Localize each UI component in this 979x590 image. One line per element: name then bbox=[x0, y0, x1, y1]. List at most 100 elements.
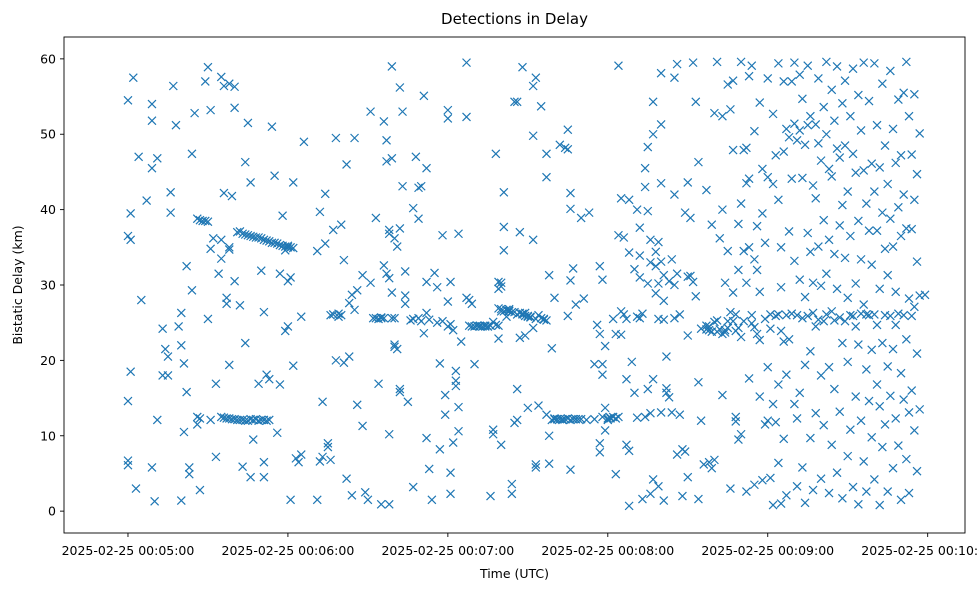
detection-marker bbox=[219, 188, 229, 198]
detection-marker bbox=[352, 400, 362, 410]
detection-marker bbox=[336, 310, 346, 320]
detection-marker bbox=[672, 59, 682, 69]
detection-marker bbox=[342, 474, 351, 484]
detection-marker bbox=[877, 442, 887, 452]
detection-marker bbox=[757, 475, 767, 485]
detection-marker bbox=[867, 432, 877, 442]
detection-marker bbox=[875, 500, 885, 510]
detection-marker bbox=[288, 361, 298, 371]
detection-marker bbox=[384, 499, 394, 509]
detection-marker bbox=[717, 390, 727, 400]
detection-marker bbox=[784, 334, 794, 344]
detection-marker bbox=[885, 391, 895, 401]
detection-marker bbox=[352, 285, 362, 295]
detection-marker bbox=[813, 138, 823, 148]
detection-marker bbox=[667, 254, 677, 264]
detection-marker bbox=[787, 309, 797, 319]
detection-marker bbox=[789, 58, 799, 68]
detection-marker bbox=[331, 355, 341, 365]
detection-marker bbox=[651, 247, 661, 257]
detection-marker bbox=[837, 493, 847, 503]
detection-marker bbox=[843, 451, 853, 461]
detection-marker bbox=[448, 325, 458, 335]
detection-marker bbox=[859, 456, 869, 466]
x-tick-label: 2025-02-25 00:06:00 bbox=[222, 543, 355, 558]
detection-marker bbox=[741, 178, 751, 188]
detection-marker bbox=[840, 76, 850, 86]
detection-marker bbox=[128, 73, 138, 83]
detection-marker bbox=[808, 181, 818, 190]
detection-marker bbox=[797, 313, 807, 323]
detection-marker bbox=[848, 482, 858, 492]
detection-marker bbox=[888, 242, 898, 251]
detection-marker bbox=[254, 233, 264, 242]
detection-marker bbox=[792, 135, 802, 145]
detection-marker bbox=[827, 85, 837, 95]
detection-marker bbox=[616, 330, 626, 340]
detection-marker bbox=[779, 77, 789, 86]
detection-marker bbox=[723, 80, 733, 89]
detection-marker bbox=[411, 152, 421, 162]
detection-marker bbox=[896, 150, 906, 160]
detection-marker bbox=[883, 487, 893, 496]
detection-marker bbox=[470, 359, 479, 369]
detection-marker bbox=[342, 159, 351, 169]
detection-marker bbox=[707, 463, 717, 473]
detection-marker bbox=[507, 489, 517, 499]
detection-marker bbox=[446, 489, 455, 499]
detection-marker bbox=[315, 207, 325, 217]
detection-marker bbox=[344, 352, 354, 362]
detection-marker bbox=[856, 416, 866, 426]
detection-marker bbox=[787, 77, 797, 86]
detection-marker bbox=[704, 457, 714, 467]
detection-marker bbox=[614, 61, 623, 71]
detection-marker bbox=[382, 269, 391, 279]
y-tick-label: 50 bbox=[40, 127, 56, 142]
detection-marker bbox=[635, 251, 645, 261]
detection-marker bbox=[206, 244, 216, 254]
detection-marker bbox=[350, 133, 359, 143]
detection-marker bbox=[270, 238, 280, 248]
detection-marker bbox=[603, 413, 613, 423]
detection-marker bbox=[256, 266, 266, 276]
detection-marker bbox=[694, 377, 703, 387]
detection-marker bbox=[776, 326, 786, 336]
detection-marker bbox=[528, 131, 538, 141]
detection-marker bbox=[819, 420, 829, 430]
detection-marker bbox=[848, 64, 858, 74]
detection-marker bbox=[899, 310, 909, 320]
detection-marker bbox=[816, 371, 826, 380]
detection-marker bbox=[163, 352, 173, 362]
detection-marker bbox=[883, 270, 893, 280]
detection-marker bbox=[811, 120, 821, 129]
detection-marker bbox=[749, 322, 759, 332]
detection-marker bbox=[803, 311, 813, 321]
chart-title: Detections in Delay bbox=[441, 10, 588, 28]
detection-marker bbox=[731, 417, 741, 426]
detection-marker bbox=[744, 242, 754, 252]
detection-marker bbox=[912, 169, 922, 179]
detection-marker bbox=[771, 311, 781, 321]
detection-marker bbox=[808, 308, 818, 318]
detection-marker bbox=[136, 295, 146, 305]
detection-marker bbox=[424, 464, 434, 474]
detection-marker bbox=[630, 388, 639, 398]
detection-marker bbox=[419, 91, 429, 101]
detection-marker bbox=[499, 187, 509, 197]
detection-marker bbox=[859, 165, 869, 175]
detection-marker bbox=[654, 279, 663, 288]
detection-marker bbox=[595, 438, 605, 448]
detection-marker bbox=[238, 462, 248, 472]
detection-marker bbox=[662, 383, 671, 393]
detection-marker bbox=[435, 444, 445, 454]
detection-marker bbox=[656, 257, 666, 267]
detection-marker bbox=[240, 338, 250, 348]
detection-marker bbox=[915, 404, 925, 414]
x-tick-label: 2025-02-25 00:07:00 bbox=[381, 543, 514, 558]
detection-marker bbox=[579, 294, 589, 303]
detection-marker bbox=[296, 312, 306, 322]
detection-marker bbox=[222, 299, 232, 309]
detection-marker bbox=[448, 438, 458, 447]
detection-marker bbox=[909, 89, 919, 99]
detection-marker bbox=[662, 388, 671, 398]
